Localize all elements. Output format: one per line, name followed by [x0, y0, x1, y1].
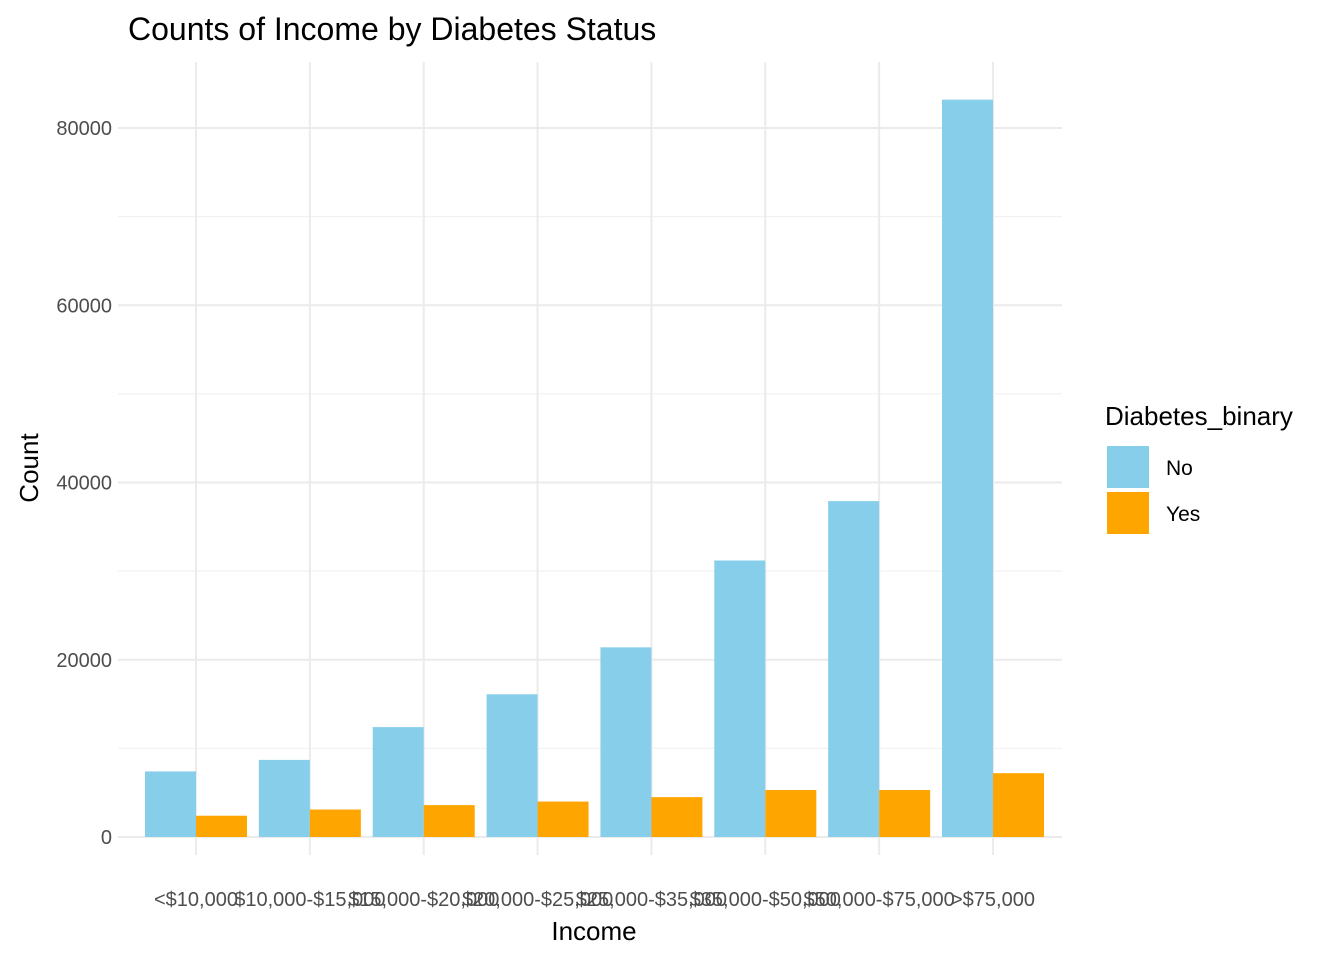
x-tick-label: <$10,000 [154, 889, 238, 911]
x-tick-label: >$75,000 [951, 889, 1035, 911]
x-tick-label: $35,000-$50,000 [690, 889, 841, 911]
y-tick-label: 60000 [56, 295, 112, 317]
legend-title: Diabetes_binary [1105, 401, 1293, 431]
legend-swatch-no [1107, 446, 1149, 488]
y-axis-title: Count [14, 433, 44, 503]
x-tick-label: $20,000-$25,000 [462, 889, 613, 911]
x-tick-label: $15,000-$20,000 [348, 889, 499, 911]
bar-yes-6 [879, 790, 931, 837]
bar-no-4 [600, 647, 652, 837]
bar-no-1 [258, 759, 310, 837]
bar-no-7 [942, 99, 993, 837]
bar-no-6 [828, 501, 880, 837]
grid-lines [118, 62, 1062, 855]
bars [145, 99, 1044, 837]
y-tick-label: 0 [101, 827, 112, 849]
bar-yes-3 [537, 801, 589, 837]
chart-title: Counts of Income by Diabetes Status [128, 11, 656, 47]
bar-yes-7 [993, 773, 1044, 837]
x-tick-label: $10,000-$15,000 [234, 889, 385, 911]
bar-yes-4 [651, 797, 703, 837]
bar-no-2 [372, 727, 424, 837]
legend: Diabetes_binary No Yes [1105, 401, 1293, 534]
bar-no-0 [145, 771, 196, 837]
bar-yes-2 [423, 805, 475, 837]
bar-yes-0 [196, 815, 247, 837]
y-tick-label: 40000 [56, 473, 112, 495]
bar-no-3 [486, 694, 538, 837]
legend-label-yes: Yes [1166, 503, 1200, 526]
x-tick-label: $50,000-$75,000 [804, 889, 955, 911]
y-tick-label: 80000 [56, 118, 112, 140]
legend-swatch-yes [1107, 492, 1149, 534]
x-tick-label: $25,000-$35,000 [576, 889, 727, 911]
legend-label-no: No [1166, 457, 1193, 480]
x-axis-title: Income [551, 916, 636, 946]
y-axis-tick-labels: 0 20000 40000 60000 80000 [56, 118, 112, 849]
x-axis-tick-labels: <$10,000$10,000-$15,000$15,000-$20,000$2… [154, 889, 1035, 911]
bar-yes-1 [309, 809, 361, 837]
bar-yes-5 [765, 790, 817, 837]
y-tick-label: 20000 [56, 650, 112, 672]
bar-no-5 [714, 560, 766, 837]
